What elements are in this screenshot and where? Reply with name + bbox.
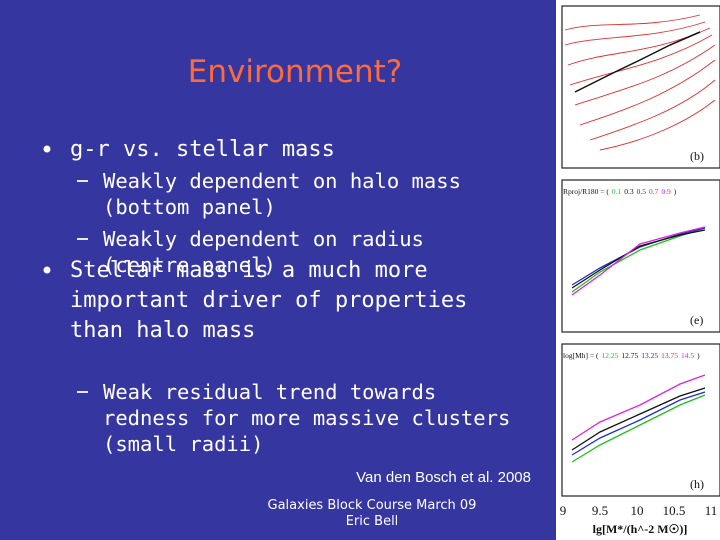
legend-item: 0.3 [624,187,634,196]
panel-h-lines [571,374,706,463]
legend-item: ) [674,187,677,196]
legend-item: ) [697,351,700,360]
legend-item: 0.7 [649,187,659,196]
legend-item: 0.1 [612,187,622,196]
panel-label: (b) [690,149,704,163]
x-axis-label: lg[M*/(h^-2 M☉)] [593,522,688,536]
legend-item: 0.5 [637,187,647,196]
figure-frames [561,5,720,497]
bullet-dot [43,145,51,153]
x-tick-label: 10 [631,503,644,518]
contours [564,14,716,151]
x-tick-label: 11 [705,503,718,518]
sub-bullet-text: Weak residual trend towards [103,380,436,404]
panel-e-lines [571,226,706,296]
figure-panel [556,0,720,540]
footer: Galaxies Block Course March 09 [268,498,477,513]
legend-item: 12.25 [601,351,618,360]
legend-item: 12.75 [621,351,638,360]
bullet-text: g-r vs. stellar mass [70,137,335,162]
panel-label: (h) [690,477,704,491]
legend-item: 0.9 [661,187,671,196]
figure-legend: Rproj/R180 = (0.1 0.3 0.5 0.7 0.9) [563,187,677,196]
sub-bullet-text: Weakly dependent on radius [103,227,424,251]
footer: Eric Bell [346,514,399,529]
x-tick-label: 10.5 [663,503,686,518]
citation: Van den Bosch et al. 2008 [356,469,531,486]
trend-line [574,31,701,93]
legend-item: 13.25 [641,351,658,360]
x-tick-label: 9 [560,503,567,518]
panel-label: (e) [690,313,703,327]
sub-bullet-text: (centre panel) [103,253,276,277]
bullet-dot [43,266,51,274]
legend-item: 14.5 [681,351,694,360]
bullet-text: important driver of properties [70,288,467,313]
legend-item: 13.75 [661,351,678,360]
sub-bullet-text: (small radii) [103,432,263,456]
sub-bullet-text: Weakly dependent on halo mass [103,169,461,193]
legend-item: log[Mh] = ( [563,351,599,360]
figure-legend: log[Mh] = (12.25 12.75 13.25 13.75 14.5) [563,351,700,360]
sub-bullet-text: redness for more massive clusters [103,406,510,430]
legend-item: Rproj/R180 = ( [563,187,609,196]
slide-title: Environment? [188,54,402,90]
sub-bullet-text: (bottom panel) [103,195,276,219]
bullet-text: than halo mass [70,318,255,343]
bullet-text: Stellar mass is a much more [70,258,428,283]
x-tick-label: 9.5 [592,503,608,518]
